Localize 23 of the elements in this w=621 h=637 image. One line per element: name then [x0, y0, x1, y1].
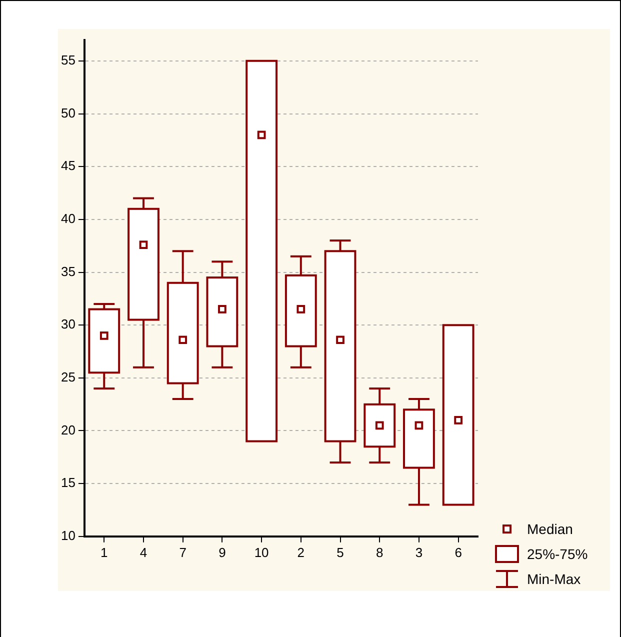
x-tick-label: 3	[415, 544, 423, 560]
text: Min-Max	[527, 570, 581, 586]
y-tick-label: 40	[60, 211, 76, 226]
x-tick-label: 7	[179, 544, 186, 560]
y-tick-label: 55	[60, 52, 76, 68]
x-tick-label: 6	[454, 544, 462, 560]
y-tick-label: 25	[60, 369, 76, 384]
y-tick-label: 35	[60, 264, 76, 279]
y-tick-label: 15	[60, 475, 76, 490]
x-tick-label: 2	[297, 544, 305, 560]
y-tick-label: 50	[60, 105, 76, 120]
x-tick-label: 9	[218, 544, 226, 560]
x-tick-label: 10	[254, 544, 269, 560]
text: 25%-75%	[527, 546, 588, 562]
x-tick-label: 5	[336, 544, 344, 560]
y-tick-label: 10	[60, 528, 76, 543]
x-tick-label: 1	[100, 544, 108, 560]
y-tick-label: 30	[60, 316, 76, 332]
x-tick-label: 8	[376, 544, 384, 560]
text: Median	[527, 520, 573, 536]
x-tick-label: 4	[140, 544, 148, 560]
y-tick-label: 20	[60, 422, 76, 438]
y-tick-label: 45	[60, 158, 76, 174]
